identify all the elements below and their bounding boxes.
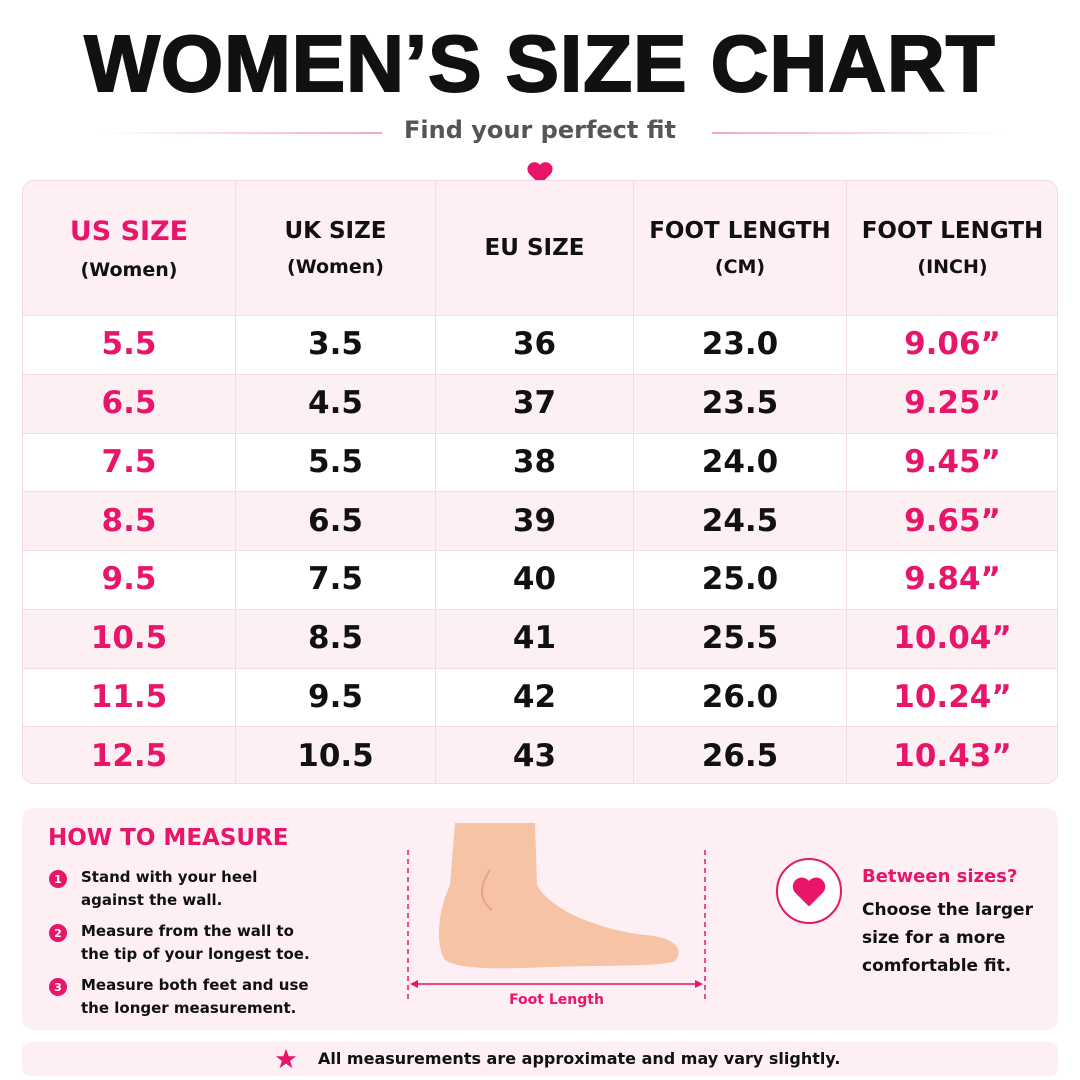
table-cell: 9.65”	[847, 491, 1057, 550]
diagram-label: Foot Length	[509, 992, 604, 1008]
table-cell: 5.5	[236, 432, 436, 492]
table-cell: 6.5	[236, 491, 436, 550]
table-cell: 41	[436, 608, 634, 668]
table-cell: 8.5	[236, 608, 436, 668]
table-cell: 24.0	[634, 432, 847, 492]
step-number: 1	[49, 870, 67, 888]
table-cell: 11.5	[23, 667, 236, 727]
table-cell: 6.5	[23, 373, 236, 433]
divider	[100, 132, 382, 134]
table-cell: 37	[436, 373, 634, 433]
table-cell: 25.5	[634, 608, 847, 668]
table-cell: 9.45”	[847, 433, 1057, 492]
table-cell: 7.5	[23, 432, 236, 492]
heart-icon	[527, 162, 553, 185]
foot-shape	[438, 823, 679, 969]
table-cell: 9.25”	[847, 374, 1057, 433]
size-table: US SIZE (Women) UK SIZE (Women) EU SIZE FOOT …	[22, 180, 1058, 784]
table-cell: 9.06”	[847, 315, 1057, 374]
column-label: FOOT LENGTH	[649, 218, 831, 244]
step-text: Stand with your heel against the wall.	[81, 868, 258, 909]
tip-text: Choose the larger size for a more comfor…	[862, 900, 1033, 976]
table-cell: 38	[436, 432, 634, 492]
tip-icon	[776, 858, 842, 924]
table-row	[23, 373, 1057, 433]
footer-bar	[22, 1042, 1058, 1076]
column-label: US SIZE	[69, 215, 189, 247]
table-row	[23, 315, 1057, 374]
table-cell: 39	[436, 491, 634, 550]
header-cell: FOOT LENGTH (CM)	[634, 181, 847, 315]
table-cell: 9.84”	[847, 550, 1057, 609]
star-icon	[275, 1048, 297, 1069]
header-cell: FOOT LENGTH (INCH)	[847, 181, 1057, 315]
column-label: EU SIZE	[484, 235, 585, 261]
table-cell: 10.24”	[847, 668, 1057, 727]
table-cell: 9.5	[236, 667, 436, 727]
heart-icon	[792, 877, 826, 906]
table-cell: 10.5	[236, 726, 436, 783]
table-cell: 9.5	[23, 550, 236, 609]
table-cell: 10.5	[23, 608, 236, 668]
table-cell: 23.0	[634, 315, 847, 374]
table-cell: 4.5	[236, 373, 436, 433]
table-cell: 42	[436, 667, 634, 727]
step-number: 3	[49, 978, 67, 996]
header-cell: UK SIZE (Women)	[236, 181, 436, 315]
header-cell: EU SIZE	[436, 181, 634, 315]
table-cell: 5.5	[23, 315, 236, 374]
table-cell: 36	[436, 315, 634, 374]
column-sublabel: (Women)	[80, 258, 178, 281]
column-label: FOOT LENGTH	[861, 218, 1044, 244]
column-sublabel: (INCH)	[917, 256, 988, 278]
foot-detail	[481, 869, 493, 911]
table-row	[23, 432, 1057, 492]
table-cell: 40	[436, 550, 634, 609]
table-row	[23, 491, 1057, 550]
step-number: 2	[49, 924, 67, 942]
column-label: UK SIZE	[284, 218, 387, 244]
header-cell: US SIZE (Women)	[23, 181, 236, 315]
table-row	[23, 550, 1057, 609]
footer-note: All measurements are approximate and may…	[318, 1049, 841, 1068]
table-cell: 10.43”	[847, 726, 1057, 783]
table-row	[23, 667, 1057, 727]
section-title: HOW TO MEASURE	[48, 825, 289, 851]
table-cell: 7.5	[236, 550, 436, 609]
table-row	[23, 608, 1057, 668]
table-cell: 12.5	[23, 726, 236, 783]
header-row	[23, 181, 1057, 315]
title: WOMEN’S SIZE CHART	[83, 18, 996, 109]
table-cell: 3.5	[236, 315, 436, 374]
table-cell: 8.5	[23, 491, 236, 550]
table-cell: 24.5	[634, 491, 847, 550]
table-cell: 23.5	[634, 373, 847, 433]
table-cell: 43	[436, 726, 634, 783]
step-text: Measure both feet and use the longer mea…	[81, 976, 309, 1017]
tip-title: Between sizes?	[862, 866, 1018, 887]
foot-diagram	[407, 823, 706, 1000]
divider	[712, 132, 1006, 134]
table-cell: 10.04”	[847, 609, 1057, 668]
step-text: Measure from the wall to the tip of your…	[81, 922, 310, 963]
column-sublabel: (Women)	[287, 256, 384, 278]
table-cell: 26.5	[634, 726, 847, 783]
column-sublabel: (CM)	[714, 256, 766, 278]
subtitle: Find your perfect fit	[404, 116, 676, 144]
table-cell: 26.0	[634, 667, 847, 727]
table-cell: 25.0	[634, 550, 847, 609]
table-row	[23, 726, 1057, 783]
